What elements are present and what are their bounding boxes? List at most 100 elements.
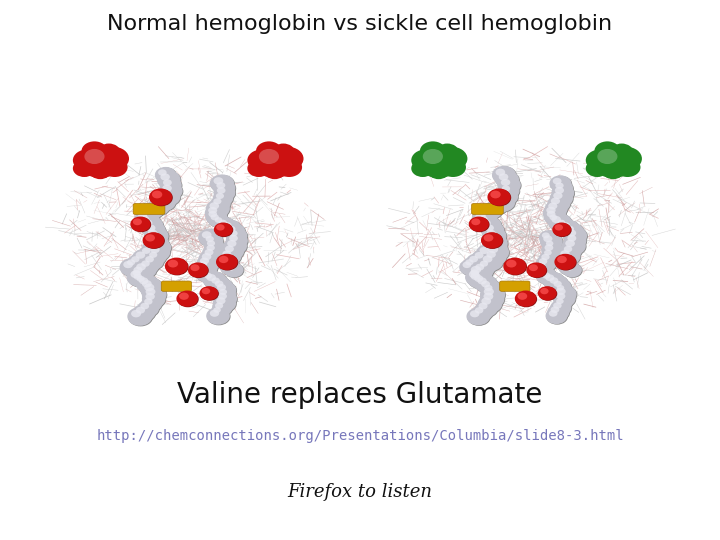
Circle shape	[466, 253, 488, 270]
Circle shape	[130, 271, 151, 287]
Circle shape	[560, 256, 568, 261]
Circle shape	[515, 291, 536, 307]
Circle shape	[264, 163, 286, 179]
Circle shape	[485, 225, 494, 232]
Circle shape	[481, 232, 503, 248]
Circle shape	[145, 293, 155, 300]
Circle shape	[127, 268, 153, 287]
Circle shape	[552, 184, 575, 201]
Circle shape	[165, 258, 188, 275]
Circle shape	[130, 268, 150, 284]
Circle shape	[138, 258, 159, 274]
Circle shape	[482, 233, 503, 249]
Circle shape	[563, 227, 587, 245]
Circle shape	[554, 284, 573, 298]
Circle shape	[518, 293, 527, 300]
Circle shape	[139, 215, 149, 223]
Circle shape	[555, 183, 564, 189]
Circle shape	[138, 278, 163, 296]
Circle shape	[557, 247, 580, 265]
Circle shape	[547, 304, 570, 320]
Circle shape	[195, 263, 217, 279]
Circle shape	[142, 296, 163, 312]
Circle shape	[188, 262, 208, 278]
Circle shape	[536, 261, 554, 275]
Circle shape	[498, 176, 521, 194]
Circle shape	[127, 267, 153, 287]
Circle shape	[477, 206, 498, 222]
Circle shape	[549, 277, 558, 284]
Circle shape	[129, 254, 150, 270]
Circle shape	[138, 206, 161, 223]
Circle shape	[80, 148, 120, 178]
Circle shape	[546, 211, 556, 218]
Circle shape	[204, 239, 225, 254]
Circle shape	[131, 272, 152, 287]
Circle shape	[135, 275, 159, 292]
Circle shape	[557, 254, 576, 268]
Circle shape	[548, 195, 571, 213]
Circle shape	[145, 234, 155, 241]
Circle shape	[534, 264, 553, 278]
Circle shape	[552, 180, 573, 196]
Circle shape	[553, 181, 574, 197]
Text: Normal hemoglobin vs sickle cell hemoglobin: Normal hemoglobin vs sickle cell hemoglo…	[107, 14, 613, 33]
Circle shape	[227, 228, 248, 245]
Circle shape	[485, 233, 495, 241]
Circle shape	[131, 265, 153, 282]
Circle shape	[474, 213, 498, 231]
Circle shape	[495, 188, 518, 205]
Circle shape	[189, 263, 209, 278]
Circle shape	[484, 249, 508, 267]
Circle shape	[219, 256, 228, 263]
Circle shape	[222, 251, 231, 257]
Circle shape	[197, 255, 220, 272]
Circle shape	[593, 148, 634, 178]
Circle shape	[225, 263, 244, 278]
Circle shape	[479, 279, 500, 295]
Circle shape	[499, 184, 521, 199]
Circle shape	[548, 213, 572, 231]
Circle shape	[147, 250, 167, 265]
Circle shape	[160, 191, 169, 198]
Circle shape	[586, 160, 609, 177]
Circle shape	[475, 300, 498, 317]
Circle shape	[132, 260, 157, 279]
Circle shape	[220, 220, 241, 236]
Circle shape	[224, 262, 243, 278]
Circle shape	[549, 310, 557, 317]
Circle shape	[548, 202, 557, 210]
Circle shape	[202, 246, 223, 263]
Circle shape	[213, 198, 222, 204]
Circle shape	[163, 179, 172, 186]
Circle shape	[472, 210, 498, 229]
Circle shape	[248, 160, 271, 177]
FancyBboxPatch shape	[472, 204, 503, 214]
Circle shape	[143, 219, 153, 227]
Circle shape	[547, 213, 567, 227]
Circle shape	[150, 238, 159, 244]
Circle shape	[551, 306, 559, 313]
Circle shape	[133, 273, 154, 289]
Circle shape	[595, 141, 621, 161]
Circle shape	[145, 234, 167, 250]
Circle shape	[551, 198, 560, 205]
Circle shape	[487, 251, 496, 258]
Circle shape	[214, 177, 223, 185]
Circle shape	[204, 249, 214, 255]
Circle shape	[472, 305, 493, 321]
Circle shape	[562, 237, 586, 255]
Circle shape	[150, 246, 160, 253]
Circle shape	[143, 291, 166, 308]
Circle shape	[201, 271, 209, 276]
Circle shape	[144, 299, 153, 305]
Circle shape	[551, 279, 572, 294]
Circle shape	[216, 182, 225, 189]
Circle shape	[147, 198, 170, 215]
Circle shape	[139, 278, 163, 296]
Circle shape	[179, 293, 189, 300]
Circle shape	[203, 234, 224, 249]
Circle shape	[564, 227, 588, 246]
Circle shape	[555, 254, 577, 271]
Circle shape	[615, 158, 641, 177]
